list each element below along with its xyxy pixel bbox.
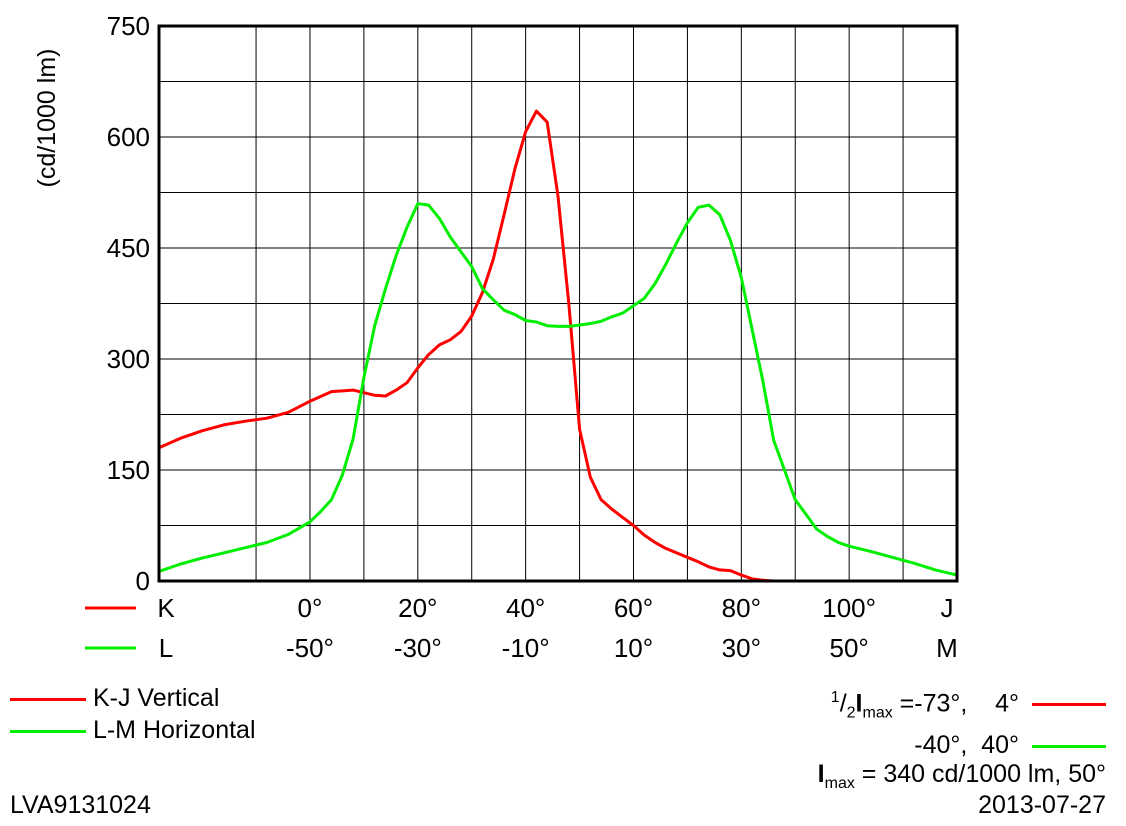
chart-curves <box>158 109 958 583</box>
half-intensity-row-horizontal: -40°, 40° <box>831 730 1106 760</box>
x-tick-label: 40° <box>506 593 545 623</box>
plot-frame <box>157 24 959 583</box>
x-tick-label: -50° <box>286 633 334 663</box>
legend: K-J Vertical L-M Horizontal <box>10 683 256 745</box>
y-tick-label: 150 <box>107 455 150 485</box>
y-tick-label: 0 <box>136 566 150 596</box>
x-tick-label: 50° <box>829 633 868 663</box>
half-intensity-vertical-values: =-73°, 4° <box>892 689 1020 718</box>
x-tick-label: 100° <box>822 593 876 623</box>
x-axis-ticks: 0° 20° 40° 60° 80° 100° K J -50° -30° -10° 10° 30° 50… <box>85 593 958 663</box>
y-tick-label: 600 <box>107 122 150 152</box>
x-tick-label: 80° <box>722 593 761 623</box>
series-line-vertical <box>158 109 957 583</box>
y-tick-label: 750 <box>107 11 150 41</box>
x-tick-label: 10° <box>614 633 653 663</box>
y-tick-label: 300 <box>107 344 150 374</box>
half-intensity-swatch-horizontal <box>1032 745 1106 749</box>
x-axis-end-label-right: M <box>936 633 958 663</box>
legend-label-vertical: K-J Vertical <box>92 684 220 712</box>
legend-swatch-vertical <box>10 697 86 701</box>
imax-value: = 340 cd/1000 lm, 50° <box>854 760 1106 788</box>
x-tick-label: -10° <box>502 633 550 663</box>
legend-label-horizontal: L-M Horizontal <box>92 716 256 744</box>
y-tick-label: 450 <box>107 233 150 263</box>
legend-swatch-horizontal <box>10 729 86 733</box>
imax-note: Imax = 340 cd/1000 lm, 50° <box>817 760 1106 792</box>
half-intensity-horizontal-values: -40°, 40° <box>914 731 1020 760</box>
x-axis-end-label-left: K <box>157 593 175 623</box>
x-axis-end-label-right: J <box>941 593 954 623</box>
half-intensity-block: 1/2Imax =-73°, 4° -40°, 40° <box>831 683 1106 760</box>
legend-item-horizontal: L-M Horizontal <box>10 715 256 745</box>
x-tick-label: -30° <box>394 633 442 663</box>
y-axis-label: (cd/1000 lm) <box>33 49 61 188</box>
footer-date: 2013-07-27 <box>978 791 1106 819</box>
legend-item-vertical: K-J Vertical <box>10 683 256 713</box>
footer-id: LVA9131024 <box>10 791 151 819</box>
x-tick-label: 60° <box>614 593 653 623</box>
x-tick-label: 0° <box>298 593 323 623</box>
series-line-horizontal <box>158 202 958 577</box>
half-intensity-swatch-vertical <box>1032 703 1106 707</box>
x-axis-end-label-left: L <box>159 633 173 663</box>
x-tick-label: 30° <box>722 633 761 663</box>
y-axis-ticks: 0 150 300 450 600 750 <box>107 11 150 596</box>
half-intensity-row-vertical: 1/2Imax =-73°, 4° <box>831 683 1106 728</box>
chart-grid <box>159 26 957 581</box>
x-tick-label: 20° <box>398 593 437 623</box>
